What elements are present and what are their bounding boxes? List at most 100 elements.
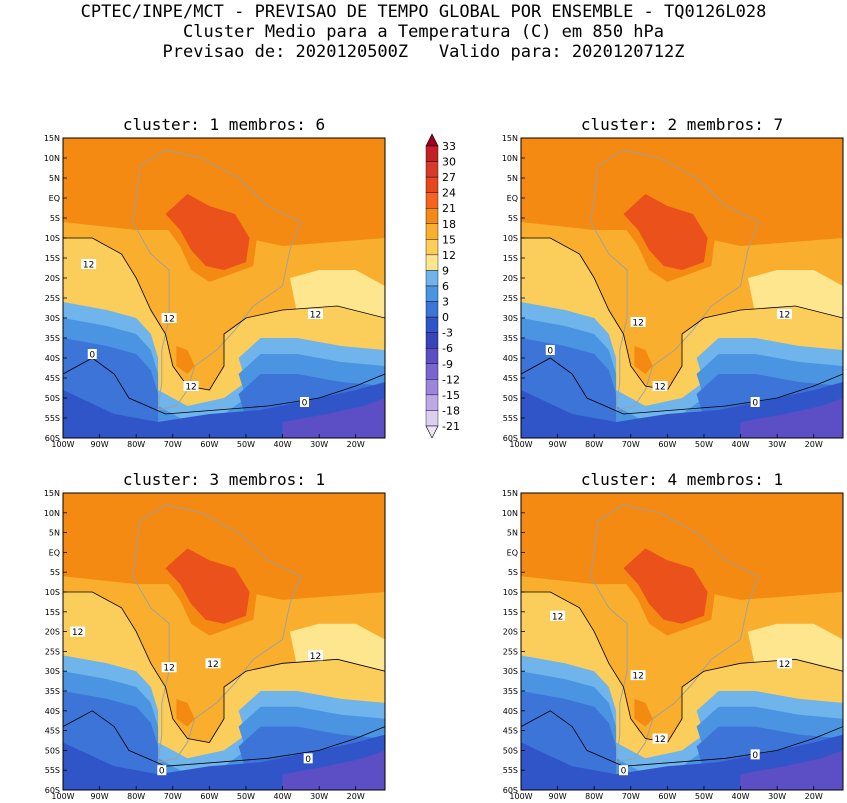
contour-label-bg — [205, 658, 221, 669]
band-21-core — [165, 548, 250, 624]
y-tick-label: 10N — [44, 154, 60, 163]
colorbar-label: 21 — [442, 202, 456, 215]
y-tick-label: 35S — [503, 334, 518, 343]
colorbar-swatch — [425, 223, 439, 240]
x-tick-label: 90W — [91, 792, 109, 801]
y-tick-label: EQ — [507, 548, 518, 557]
y-tick-label: 50S — [45, 746, 60, 755]
x-tick-label: 100W — [509, 792, 532, 801]
contour-label-bg — [307, 309, 323, 319]
panel-title: cluster: 1 membros: 6 — [123, 115, 325, 134]
y-tick-label: 50S — [45, 394, 60, 403]
y-tick-label: 25S — [45, 294, 60, 303]
y-tick-label: 5S — [508, 568, 518, 577]
y-tick-label: 5S — [508, 214, 518, 223]
panel-field-2: 12 12 12 0 0 — [521, 138, 843, 438]
x-tick-label: 40W — [731, 792, 749, 801]
band-18-patagonia — [634, 346, 653, 374]
x-tick-label: 40W — [273, 792, 291, 801]
contour-label: 12 — [310, 652, 321, 662]
colorbar-swatch — [425, 316, 439, 333]
x-tick-label: 60W — [658, 792, 676, 801]
colorbar-label: 12 — [442, 249, 456, 262]
contour-label: 0 — [621, 767, 627, 777]
contour-label: 12 — [163, 664, 174, 674]
y-tick-label: 25S — [45, 647, 60, 656]
y-tick-label: 15S — [45, 608, 60, 617]
colorbar-swatch — [425, 379, 439, 396]
contour-label: 12 — [632, 672, 643, 682]
band-18-patagonia — [176, 346, 195, 374]
colorbar-label: -18 — [442, 404, 460, 417]
colorbar-swatch — [425, 270, 439, 287]
y-tick-label: 30S — [45, 314, 60, 323]
contour-0 — [521, 357, 843, 415]
y-tick-label: EQ — [507, 194, 518, 203]
colorbar-label: 0 — [442, 311, 449, 324]
y-tick-label: 15N — [44, 489, 60, 498]
y-tick-label: 40S — [45, 707, 60, 716]
y-tick-label: 5N — [49, 529, 60, 538]
x-tick-label: 50W — [695, 792, 713, 801]
panel-4: 12 12 12 12 0 0 cluster: 4 membros: 1 15N 10N 5N E… — [502, 470, 844, 801]
colorbar-swatch — [425, 363, 439, 380]
y-tick-label: 40S — [503, 707, 518, 716]
x-tick-label: 100W — [509, 440, 532, 449]
colorbar-bottom-arrow — [425, 425, 439, 439]
x-tick-label: 90W — [91, 440, 109, 449]
y-tick-label: 15N — [502, 489, 518, 498]
contour-label: 0 — [302, 399, 308, 409]
panel-3: 12 12 12 12 0 0 cluster: 3 membros: 1 15N 10N 5N E… — [44, 470, 386, 801]
y-tick-label: 60S — [45, 786, 60, 795]
y-tick-label: 60S — [45, 434, 60, 443]
contour-label-bg — [81, 259, 97, 269]
colorbar-label: -21 — [442, 420, 460, 433]
x-tick-label: 60W — [200, 440, 218, 449]
contour-12 — [63, 591, 385, 743]
x-tick-label: 20W — [347, 792, 365, 801]
band-minus6 — [740, 398, 843, 438]
contour-label-bg — [750, 397, 760, 407]
band-18-north — [521, 138, 843, 246]
subtitle-dates: Previsao de: 2020120500Z Valido para: 20… — [162, 42, 685, 62]
contour-label: 12 — [72, 628, 83, 638]
y-tick-label: 45S — [503, 374, 518, 383]
panel-frame — [520, 492, 844, 791]
contour-label-bg — [161, 313, 177, 323]
panel-frame — [62, 137, 386, 439]
x-tick-label: 30W — [768, 440, 786, 449]
x-tick-label: 50W — [237, 440, 255, 449]
colorbar-swatch — [425, 332, 439, 349]
y-tick-label: 15S — [503, 608, 518, 617]
subtitle-variable: Cluster Medio para a Temperatura (C) em … — [182, 22, 665, 42]
colorbar-swatch — [425, 254, 439, 271]
y-tick-label: 50S — [503, 394, 518, 403]
colorbar-swatch — [425, 176, 439, 193]
contour-label-bg — [300, 397, 309, 407]
colorbar-swatch — [425, 208, 439, 224]
band-minus6 — [740, 750, 843, 790]
contour-label-bg — [776, 309, 792, 319]
coastline — [590, 504, 760, 763]
x-tick-label: 90W — [549, 440, 567, 449]
colorbar-swatch — [425, 348, 439, 364]
panel-title: cluster: 3 membros: 1 — [123, 470, 325, 489]
contour-label-bg — [87, 349, 97, 359]
y-tick-label: 30S — [45, 667, 60, 676]
y-tick-label: 25S — [503, 294, 518, 303]
y-tick-label: 40S — [45, 354, 60, 363]
contour-label-bg — [70, 626, 86, 637]
contour-label: 0 — [305, 755, 311, 765]
contour-label: 12 — [654, 383, 665, 393]
y-tick-label: 45S — [45, 374, 60, 383]
colorbar-label: 3 — [442, 296, 449, 309]
colorbar-label: 6 — [442, 280, 449, 293]
y-tick-label: EQ — [49, 194, 60, 203]
y-tick-label: 5N — [507, 529, 518, 538]
y-tick-label: 35S — [503, 687, 518, 696]
y-tick-label: 25S — [503, 647, 518, 656]
y-tick-label: 15S — [503, 254, 518, 263]
contour-12 — [521, 591, 843, 743]
band-minus6 — [282, 750, 385, 790]
